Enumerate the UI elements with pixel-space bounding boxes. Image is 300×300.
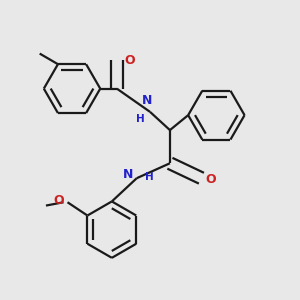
Text: O: O	[124, 54, 135, 67]
Text: N: N	[142, 94, 152, 107]
Text: N: N	[123, 168, 134, 182]
Text: H: H	[145, 172, 154, 182]
Text: O: O	[206, 173, 216, 186]
Text: H: H	[136, 113, 144, 124]
Text: O: O	[54, 194, 64, 207]
